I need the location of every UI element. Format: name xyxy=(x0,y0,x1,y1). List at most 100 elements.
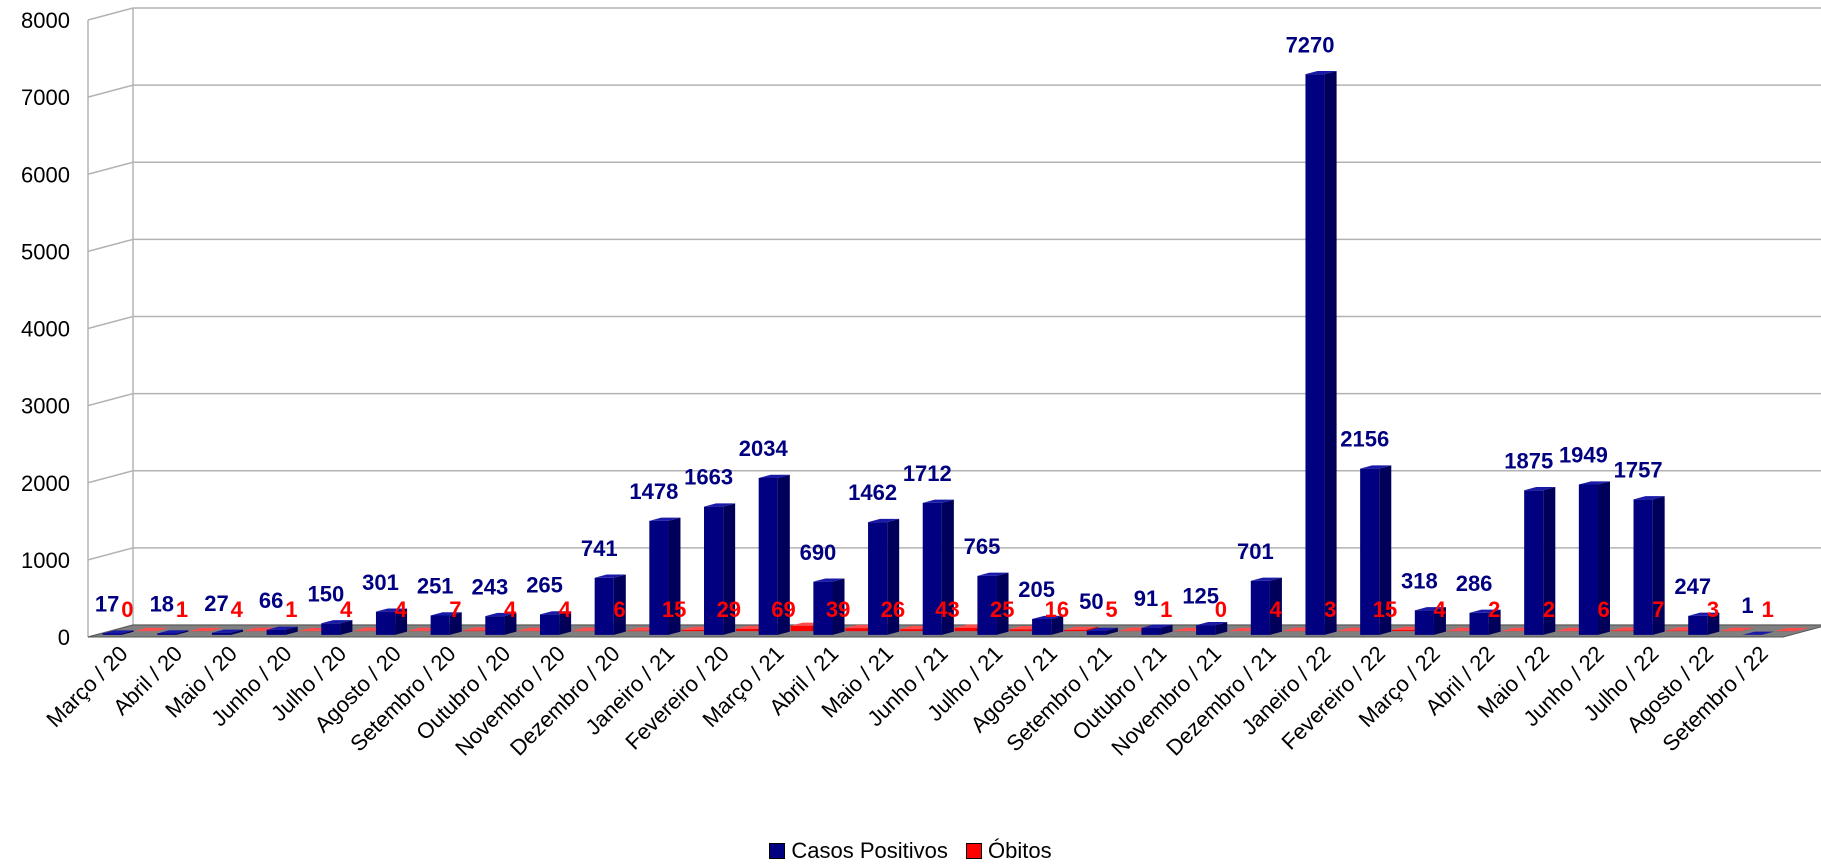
data-label-obitos: 25 xyxy=(990,597,1014,622)
data-label-casos: 690 xyxy=(800,540,837,565)
bar-casos-top xyxy=(1141,624,1173,628)
data-label-obitos: 0 xyxy=(121,597,133,622)
gridline-side xyxy=(87,470,134,484)
bar-casos xyxy=(704,506,724,635)
bar-casos-top xyxy=(1742,631,1775,635)
data-label-obitos: 2 xyxy=(1488,597,1500,622)
data-label-obitos: 1 xyxy=(1762,597,1774,622)
bar-casos-side xyxy=(504,612,517,635)
legend-label-obitos: Óbitos xyxy=(988,838,1052,863)
bar-casos-side xyxy=(1051,615,1064,635)
data-label-casos: 741 xyxy=(581,536,618,561)
bar-casos xyxy=(868,522,888,635)
gridline-side xyxy=(87,161,134,175)
bar-obitos xyxy=(845,628,868,632)
bar-casos-side xyxy=(1597,481,1610,635)
bar-casos xyxy=(1633,499,1653,635)
bar-casos-side xyxy=(449,612,462,635)
data-label-obitos: 3 xyxy=(1324,597,1336,622)
data-label-casos: 765 xyxy=(964,534,1001,559)
bar-casos-side xyxy=(1652,496,1665,635)
bar-casos-side xyxy=(1379,465,1392,635)
data-label-obitos: 1 xyxy=(176,597,188,622)
data-label-obitos: 6 xyxy=(613,597,625,622)
legend-swatch-obitos xyxy=(966,843,983,859)
data-label-obitos: 4 xyxy=(395,597,408,622)
data-label-casos: 66 xyxy=(259,588,283,613)
bar-casos-side xyxy=(395,608,408,635)
data-label-casos: 18 xyxy=(150,592,174,617)
bar-obitos-top xyxy=(243,627,278,631)
bar-casos-top xyxy=(1086,627,1118,632)
data-label-obitos: 2 xyxy=(1543,597,1555,622)
bar-obitos-top xyxy=(1064,626,1098,630)
data-label-casos: 2034 xyxy=(739,436,789,461)
bar-casos-side xyxy=(1324,70,1337,635)
data-label-obitos: 4 xyxy=(231,597,244,622)
y-tick-label: 0 xyxy=(58,625,70,650)
data-label-obitos: 1 xyxy=(285,597,297,622)
legend-swatch-casos xyxy=(769,843,786,859)
bar-casos-top xyxy=(1196,622,1228,626)
bar-casos-side xyxy=(1105,627,1118,635)
data-label-obitos: 4 xyxy=(559,597,572,622)
bar-casos-side xyxy=(887,518,900,635)
y-tick-label: 4000 xyxy=(21,317,70,342)
bar-casos-top xyxy=(1414,607,1446,611)
bar-casos xyxy=(922,502,942,635)
bar-obitos-top xyxy=(134,627,169,632)
data-label-casos: 150 xyxy=(307,581,344,606)
bar-obitos xyxy=(681,629,704,632)
data-label-obitos: 26 xyxy=(881,597,905,622)
data-label-casos: 318 xyxy=(1401,568,1438,593)
bar-casos-top xyxy=(1360,465,1392,469)
gridline-side xyxy=(87,84,134,98)
bar-casos-top xyxy=(157,630,189,634)
gridline-side xyxy=(87,392,134,407)
bar-casos-side xyxy=(996,572,1009,635)
y-tick-label: 5000 xyxy=(21,239,70,264)
bar-casos xyxy=(1305,74,1325,635)
data-label-casos: 1462 xyxy=(848,480,897,505)
chart-legend: Casos Positivos Óbitos xyxy=(0,838,1821,865)
bar-casos xyxy=(1578,484,1598,635)
bar-casos xyxy=(266,629,286,635)
bar-casos xyxy=(1524,490,1544,635)
data-label-casos: 1875 xyxy=(1504,448,1553,473)
legend-label-casos: Casos Positivos xyxy=(791,838,948,863)
data-label-obitos: 15 xyxy=(662,597,686,622)
data-label-obitos: 7 xyxy=(1652,597,1664,622)
bar-casos xyxy=(977,575,997,635)
bar-obitos xyxy=(1064,629,1086,632)
bar-casos-top xyxy=(321,620,353,624)
data-label-casos: 1949 xyxy=(1559,443,1608,468)
bar-casos xyxy=(1414,610,1434,635)
data-label-obitos: 7 xyxy=(449,597,461,622)
bar-casos-top xyxy=(704,503,736,507)
data-label-casos: 265 xyxy=(526,573,563,598)
data-label-obitos: 39 xyxy=(826,597,850,622)
bar-casos-top xyxy=(1469,609,1501,613)
bar-casos xyxy=(1360,468,1380,635)
y-tick-label: 3000 xyxy=(21,394,70,419)
bar-casos-side xyxy=(1707,612,1720,635)
bar-obitos-side xyxy=(1796,627,1809,632)
bar-casos xyxy=(430,615,450,635)
data-label-casos: 247 xyxy=(1674,574,1711,599)
gridline-side xyxy=(87,7,134,21)
bar-casos-side xyxy=(1160,624,1173,635)
bar-casos-top xyxy=(758,474,790,478)
bar-casos-side xyxy=(231,629,244,635)
data-label-casos: 2156 xyxy=(1340,427,1389,452)
bar-casos-side xyxy=(1433,607,1446,635)
bar-casos xyxy=(758,477,778,635)
bar-obitos-top xyxy=(189,627,224,632)
data-label-obitos: 4 xyxy=(1434,597,1447,622)
y-tick-label: 8000 xyxy=(21,8,70,33)
bar-obitos xyxy=(736,628,758,632)
x-tick-label: Março / 20 xyxy=(41,641,132,732)
bar-casos xyxy=(211,632,232,635)
data-label-obitos: 43 xyxy=(935,597,959,622)
bar-obitos-side xyxy=(1742,627,1755,632)
bar-casos-top xyxy=(1633,496,1665,500)
